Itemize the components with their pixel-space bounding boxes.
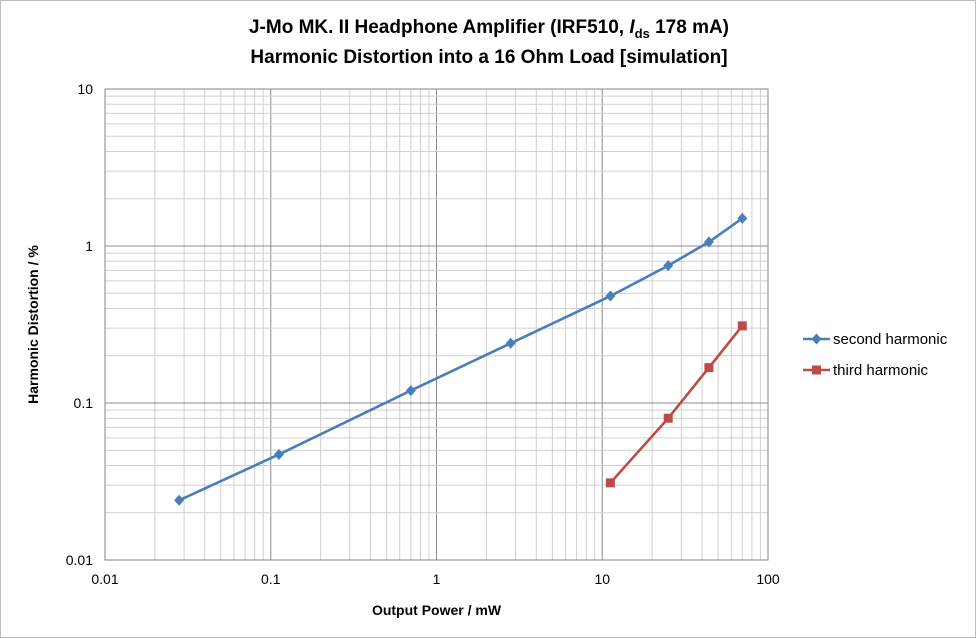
chart-title-line1: J-Mo MK. II Headphone Amplifier (IRF510,… — [249, 17, 729, 41]
legend: second harmonic third harmonic — [803, 331, 948, 379]
plot-area-border — [104, 88, 769, 561]
chart-title-suffix: 178 mA) — [650, 17, 729, 38]
series-line — [177, 217, 744, 502]
series-2 — [605, 321, 747, 488]
data-point — [605, 478, 615, 488]
x-tick-label: 100 — [756, 571, 780, 587]
chart-title-prefix: J-Mo MK. II Headphone Amplifier (IRF510, — [249, 17, 629, 38]
y-tick-label: 0.01 — [66, 552, 93, 568]
data-point — [663, 413, 673, 423]
series-line — [609, 324, 744, 485]
legend-label: second harmonic — [833, 331, 948, 348]
series-layer — [174, 212, 748, 506]
y-tick-label: 1 — [85, 238, 93, 254]
legend-item: third harmonic — [803, 362, 929, 379]
y-axis-title: Harmonic Distortion / % — [25, 245, 41, 404]
chart-title-line2: Harmonic Distortion into a 16 Ohm Load [… — [250, 47, 727, 68]
y-tick-label: 10 — [77, 81, 93, 97]
data-point — [703, 236, 714, 248]
legend-label: third harmonic — [833, 362, 929, 379]
data-point — [273, 448, 284, 460]
legend-marker — [812, 365, 821, 375]
series-1 — [174, 212, 748, 506]
x-tick-label: 0.01 — [91, 571, 118, 587]
x-axis-title: Output Power / mW — [372, 602, 502, 618]
data-point — [737, 321, 747, 331]
chart-title-italic: I — [629, 17, 635, 38]
x-tick-label: 1 — [433, 571, 441, 587]
legend-marker — [811, 333, 822, 345]
data-point — [737, 212, 748, 224]
legend-item: second harmonic — [803, 331, 948, 348]
x-tick-label: 0.1 — [261, 571, 281, 587]
data-point — [663, 260, 674, 272]
data-point — [505, 337, 516, 349]
chart-title-subscript: ds — [635, 26, 650, 41]
data-point — [174, 494, 185, 506]
tick-labels: 0.01 0.1 1 10 100 0.01 0.1 1 10 — [66, 81, 780, 587]
x-tick-label: 10 — [594, 571, 610, 587]
data-point — [405, 385, 416, 397]
y-tick-label: 0.1 — [74, 395, 94, 411]
data-point — [605, 290, 616, 302]
data-point — [704, 363, 714, 373]
